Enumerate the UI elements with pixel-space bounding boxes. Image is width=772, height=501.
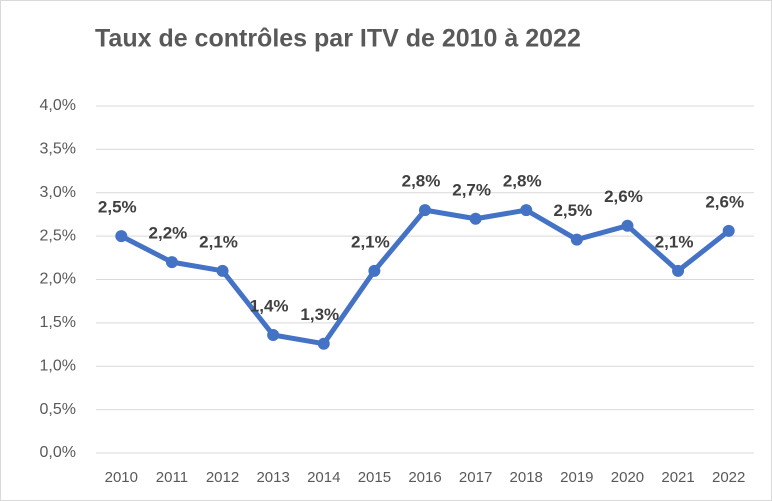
x-tick-label: 2011 [156, 469, 188, 486]
x-tick-label: 2019 [560, 469, 593, 486]
x-tick-label: 2015 [358, 469, 391, 486]
data-label: 2,2% [149, 224, 188, 243]
marker [267, 329, 280, 342]
marker [570, 233, 583, 246]
marker [216, 264, 229, 277]
data-label: 2,8% [402, 172, 441, 191]
data-label: 2,6% [604, 187, 643, 206]
x-tick-label: 2016 [408, 469, 441, 486]
x-tick-label: 2012 [206, 469, 239, 486]
data-label: 2,1% [351, 232, 390, 251]
x-tick-label: 2017 [459, 469, 492, 486]
y-tick-label: 2,5% [40, 227, 76, 244]
marker [469, 212, 482, 225]
marker [520, 204, 533, 217]
marker [165, 256, 178, 269]
marker [115, 230, 128, 243]
data-label: 2,8% [503, 172, 542, 191]
y-tick-label: 4,0% [40, 97, 76, 114]
x-tick-label: 2020 [611, 469, 644, 486]
data-label: 2,1% [655, 232, 694, 251]
x-tick-label: 2010 [105, 469, 138, 486]
marker [621, 219, 634, 232]
x-tick-label: 2021 [661, 469, 694, 486]
y-tick-label: 0,5% [40, 401, 76, 418]
x-tick-label: 2018 [510, 469, 543, 486]
marker [419, 204, 431, 217]
y-tick-label: 3,5% [40, 141, 76, 158]
y-tick-label: 1,5% [40, 314, 76, 331]
data-label: 2,5% [553, 201, 592, 220]
x-tick-label: 2014 [307, 469, 340, 486]
marker [317, 337, 330, 350]
data-label: 1,4% [250, 297, 289, 316]
data-label: 2,7% [452, 180, 491, 199]
chart-title: Taux de contrôles par ITV de 2010 à 2022 [95, 25, 581, 53]
marker [368, 264, 381, 277]
y-tick-label: 2,0% [40, 271, 76, 288]
y-tick-label: 3,0% [40, 184, 76, 201]
marker [672, 264, 685, 277]
data-label: 1,3% [300, 305, 339, 324]
y-tick-label: 1,0% [40, 357, 76, 374]
marker [722, 224, 735, 237]
x-tick-label: 2022 [712, 469, 745, 486]
data-label: 2,6% [705, 192, 744, 211]
x-tick-label: 2013 [256, 469, 289, 486]
data-label: 2,1% [199, 232, 238, 251]
y-tick-label: 0,0% [40, 444, 76, 461]
data-label: 2,5% [98, 198, 137, 217]
